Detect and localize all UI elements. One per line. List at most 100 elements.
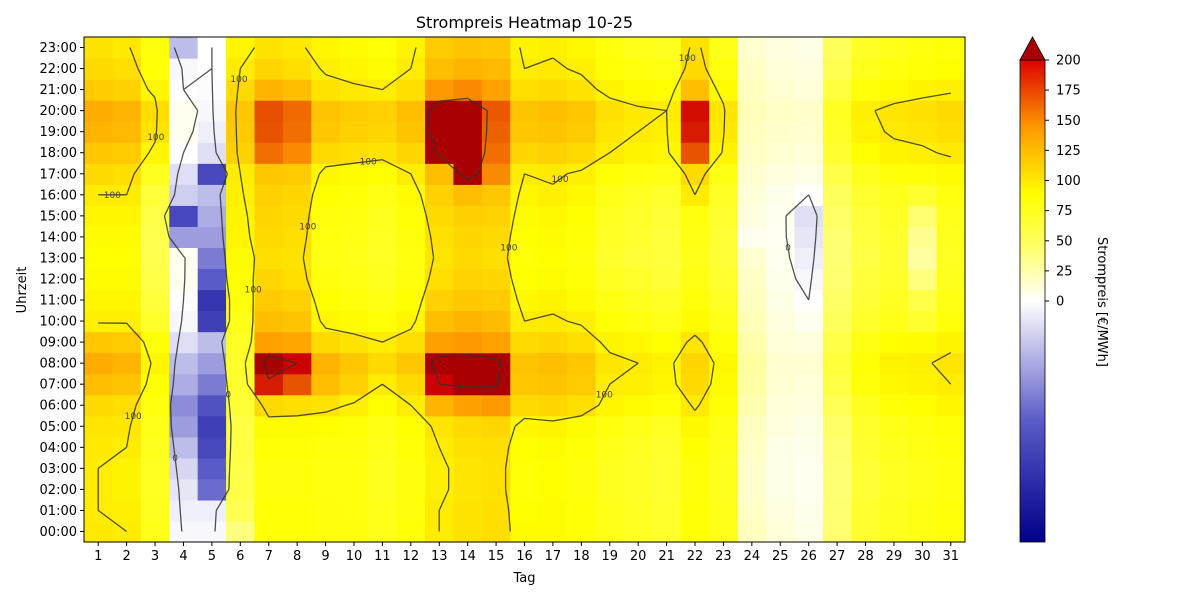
heatmap-cell (623, 436, 653, 459)
heatmap-cell (766, 58, 796, 80)
heatmap-cell (538, 478, 568, 501)
heatmap-cell (709, 352, 739, 375)
heatmap-cell (197, 310, 227, 333)
heatmap-cell (851, 268, 881, 291)
heatmap-cell (908, 37, 938, 59)
heatmap-cell (709, 205, 739, 227)
contour-label: 100 (230, 75, 247, 85)
heatmap-cell (84, 163, 114, 185)
contour-label: 100 (245, 286, 262, 296)
heatmap-cell (112, 37, 142, 59)
heatmap-cell (197, 394, 227, 417)
x-tick-label: 28 (857, 549, 874, 564)
heatmap-cell (623, 415, 653, 438)
y-tick-label: 05:00 (40, 420, 77, 435)
heatmap-cell (652, 226, 682, 249)
heatmap-cell (652, 58, 682, 80)
heatmap-cell (169, 436, 199, 459)
heatmap-cell (396, 373, 426, 396)
heatmap-cell (908, 79, 938, 101)
heatmap-cell (908, 352, 938, 375)
contour-label: 100 (551, 175, 568, 185)
heatmap-cell (737, 58, 767, 80)
heatmap-cell (339, 457, 369, 480)
heatmap-cell (481, 247, 511, 270)
heatmap-cell (936, 58, 966, 80)
heatmap-cell (197, 352, 227, 375)
heatmap-cell (368, 478, 398, 501)
heatmap-cell (282, 247, 312, 270)
heatmap-cell (908, 142, 938, 164)
heatmap-cell (112, 415, 142, 438)
heatmap-cell (879, 184, 909, 206)
heatmap-cell (254, 478, 284, 501)
heatmap-cell (226, 331, 256, 354)
heatmap-cell (822, 268, 852, 291)
heatmap-cell (623, 79, 653, 101)
heatmap-cell (936, 205, 966, 227)
heatmap-cell (567, 352, 597, 375)
heatmap-cell (112, 268, 142, 291)
heatmap-cell (339, 289, 369, 312)
heatmap-cell (169, 373, 199, 396)
heatmap-cell (538, 142, 568, 164)
heatmap-cell (538, 415, 568, 438)
heatmap-cell (226, 310, 256, 333)
heatmap-cell (822, 37, 852, 59)
heatmap-cell (368, 184, 398, 206)
heatmap-cell (737, 289, 767, 312)
heatmap-cell (567, 289, 597, 312)
colorbar-body (1019, 59, 1046, 543)
x-axis-label: Tag (512, 571, 535, 586)
heatmap-cell (794, 478, 824, 501)
heatmap-cell (226, 226, 256, 249)
heatmap-cell (794, 457, 824, 480)
heatmap-cell (510, 352, 540, 375)
heatmap-cell (481, 142, 511, 164)
heatmap-cell (481, 121, 511, 143)
heatmap-cell (652, 352, 682, 375)
heatmap-cell (680, 184, 710, 206)
heatmap-cell (737, 163, 767, 185)
heatmap-cell (652, 268, 682, 291)
heatmap-cell (453, 184, 483, 206)
heatmap-cell (794, 394, 824, 417)
x-tick-label: 5 (208, 549, 216, 564)
contour-label: 0 (785, 243, 791, 253)
contour-label: 100 (596, 391, 613, 401)
heatmap-cell (851, 142, 881, 164)
heatmap-cell (282, 121, 312, 143)
heatmap-cell (538, 373, 568, 396)
heatmap-cell (652, 247, 682, 270)
heatmap-cell (197, 520, 227, 543)
heatmap-cell (766, 37, 796, 59)
heatmap-cell (368, 37, 398, 59)
heatmap-cell (567, 58, 597, 80)
heatmap-cell (140, 415, 170, 438)
heatmap-cell (680, 79, 710, 101)
heatmap-cell (822, 415, 852, 438)
heatmap-cell (936, 79, 966, 101)
x-tick-label: 8 (293, 549, 301, 564)
heatmap-cell (851, 394, 881, 417)
x-tick-label: 3 (151, 549, 159, 564)
heatmap-cell (169, 226, 199, 249)
heatmap-cell (623, 520, 653, 543)
heatmap-cell (851, 415, 881, 438)
heatmap-cell (822, 499, 852, 522)
heatmap-cell (311, 184, 341, 206)
heatmap-cell (709, 478, 739, 501)
heatmap-cell (197, 331, 227, 354)
heatmap-cell (595, 289, 625, 312)
heatmap-cell (623, 247, 653, 270)
heatmap-cell (339, 163, 369, 185)
x-tick-label: 6 (236, 549, 244, 564)
heatmap-cell (311, 415, 341, 438)
heatmap-cell (652, 184, 682, 206)
heatmap-cell (226, 247, 256, 270)
heatmap-cell (822, 142, 852, 164)
heatmap-cell (879, 457, 909, 480)
x-tick-label: 10 (346, 549, 363, 564)
heatmap-cell (794, 310, 824, 333)
x-tick-label: 24 (744, 549, 761, 564)
